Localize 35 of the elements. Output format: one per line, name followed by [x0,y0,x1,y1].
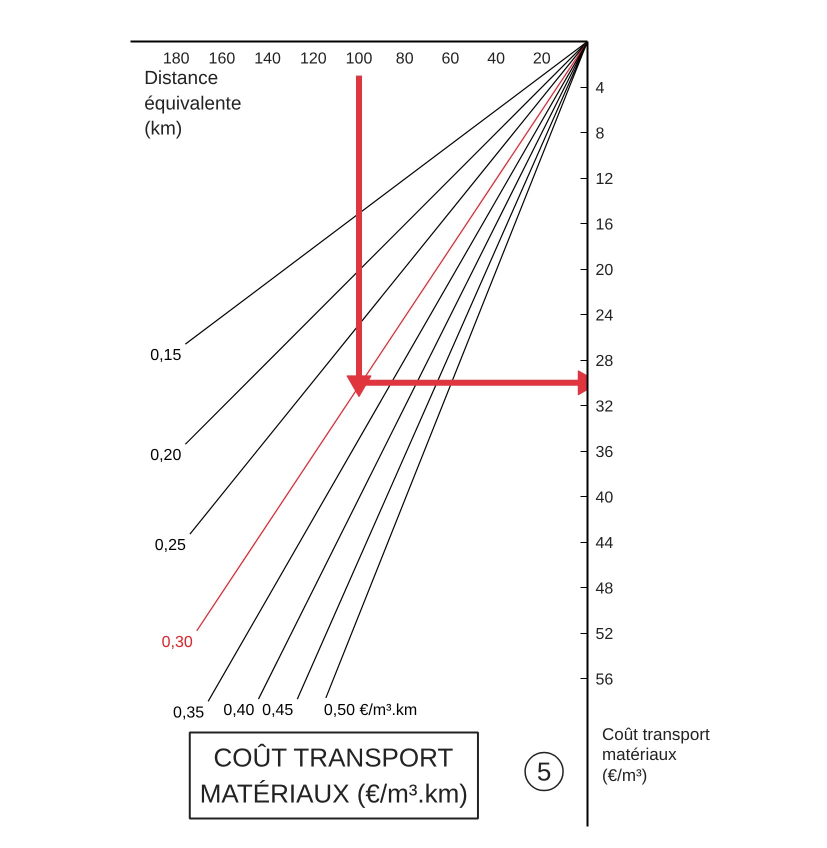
y-tick-label: 4 [596,80,604,98]
x-tick-label: 40 [487,50,506,68]
x-tick-label: 20 [532,50,551,68]
y-tick-label: 28 [596,353,614,370]
series-label: 0,20 [150,447,182,464]
y-tick-label: 20 [596,262,614,280]
y-tick-label: 24 [596,308,614,325]
y-tick-label: 8 [596,126,604,143]
x-tick-label: 160 [208,50,236,68]
x-tick-label: 80 [396,50,414,68]
y-tick-label: 56 [596,672,614,689]
x-tick-label: 100 [346,50,372,68]
y-tick-label: 40 [596,490,614,507]
y-tick-label: 16 [596,216,614,234]
x-axis-title: Distance équivalente (km) [144,68,242,140]
y-tick-label: 48 [596,580,614,598]
x-tick-label: 120 [300,50,327,68]
series-label: 0,30 [162,634,193,651]
y-tick-label: 12 [596,171,614,188]
x-tick-label: 140 [254,50,282,68]
x-tick-label: 60 [442,50,460,68]
text: COÛT TRANSPORT MATÉRIAUX (€/m³.km) [200,742,468,808]
series-label: 0,45 [262,702,294,720]
series-label: 0,25 [154,537,186,554]
y-axis-title: Coût transport matériaux (€/m³) [602,725,710,786]
x-tick-label: 180 [162,50,190,68]
series-label: 0,50 €/m³.km [324,702,418,719]
series-label: 0,40 [223,702,255,720]
series-label: 0,15 [150,347,182,364]
y-tick-label: 52 [596,626,614,644]
y-tick-label: 36 [596,444,614,462]
annotation: 5 [536,756,552,787]
series-label: 0,35 [173,704,204,722]
y-tick-label: 32 [596,398,614,416]
y-tick-label: 44 [596,535,614,552]
